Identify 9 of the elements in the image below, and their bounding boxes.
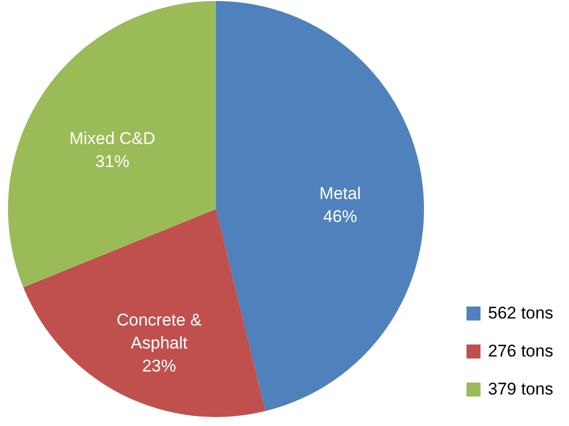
data-label: Mixed C&D 31% xyxy=(69,129,156,172)
pie-slice xyxy=(8,1,216,288)
legend-label: 276 tons xyxy=(488,342,554,360)
legend-label: 562 tons xyxy=(488,304,554,322)
pie-slice xyxy=(216,1,424,412)
data-label: Concrete & Asphalt 23% xyxy=(116,310,202,376)
data-label: Metal 46% xyxy=(319,184,361,226)
pie-slice xyxy=(23,209,266,417)
legend-label: 379 tons xyxy=(488,380,554,398)
